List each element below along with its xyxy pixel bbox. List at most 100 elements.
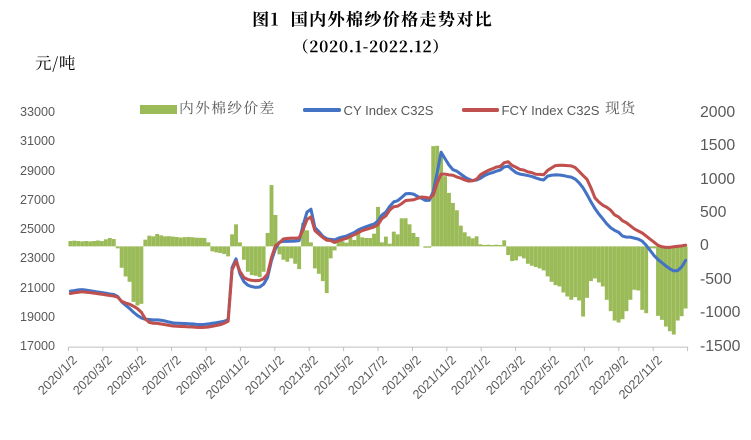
right-axis-tick-label: -1000	[700, 304, 741, 322]
bar	[372, 233, 376, 247]
bar	[604, 246, 609, 300]
bar	[68, 241, 73, 247]
bar	[96, 240, 100, 247]
bar	[537, 246, 542, 269]
bar	[123, 246, 128, 277]
bar	[380, 242, 384, 247]
bar	[514, 246, 518, 261]
bar	[316, 246, 321, 274]
bar	[683, 246, 688, 309]
bar	[427, 246, 432, 248]
bar	[210, 246, 215, 252]
bar	[336, 241, 341, 247]
bar	[360, 237, 365, 247]
bar	[269, 185, 274, 247]
bar	[581, 246, 586, 317]
bar	[202, 237, 207, 247]
legend-label-fcy-cjk	[604, 100, 634, 115]
right-axis-tick-label: -500	[700, 270, 732, 288]
bar	[439, 154, 444, 247]
bar	[585, 246, 589, 298]
bar	[656, 246, 660, 316]
bar	[502, 240, 507, 247]
bar	[332, 246, 337, 251]
bar	[435, 145, 440, 247]
bar	[155, 233, 160, 247]
bar	[569, 246, 574, 300]
bar	[454, 210, 459, 247]
bar	[529, 246, 534, 266]
bar	[206, 242, 211, 247]
bar	[305, 230, 309, 247]
bar	[88, 241, 93, 247]
bar	[245, 246, 250, 272]
bar	[395, 234, 400, 247]
legend-swatch-fcy	[461, 108, 499, 112]
bar	[518, 246, 522, 257]
bar	[478, 244, 483, 247]
bar	[466, 236, 471, 247]
bar	[525, 246, 530, 264]
bar	[679, 246, 684, 317]
bar	[253, 246, 258, 276]
legend-label-cy: CY Index C32S	[343, 102, 434, 118]
left-axis-tick-label: 27000	[19, 192, 55, 207]
bar	[376, 206, 380, 247]
legend-swatch-cy	[303, 108, 341, 112]
line-series-fcy	[68, 160, 688, 329]
right-axis-tick-label: 500	[700, 203, 727, 221]
x-axis	[67, 346, 689, 352]
bar	[553, 246, 558, 286]
bar	[115, 246, 120, 249]
bar	[577, 246, 582, 301]
bar	[498, 245, 503, 247]
bar	[648, 246, 653, 249]
bar	[261, 246, 266, 272]
bar	[190, 237, 195, 247]
bar	[352, 240, 357, 247]
bar	[364, 238, 369, 247]
bar	[289, 246, 294, 259]
bar	[348, 236, 353, 247]
left-axis-tick-label: 17000	[19, 339, 55, 354]
bar	[486, 244, 491, 247]
bar	[447, 192, 451, 247]
bar	[663, 246, 668, 327]
bar	[545, 246, 550, 277]
bar	[391, 231, 396, 247]
bar	[84, 241, 89, 247]
bar	[474, 236, 479, 247]
bar-series-spread	[68, 145, 688, 335]
bar	[628, 246, 633, 300]
plot-area	[67, 145, 689, 352]
bar	[443, 176, 447, 247]
bar	[198, 237, 203, 247]
right-axis-tick-label: -1500	[700, 337, 741, 355]
bar	[660, 246, 664, 320]
bar	[494, 244, 499, 247]
bar	[174, 237, 179, 247]
left-axis-tick-label: 31000	[19, 134, 55, 149]
bar	[186, 237, 191, 247]
bar	[608, 246, 613, 312]
bar	[238, 242, 242, 247]
bar	[320, 246, 325, 282]
bar	[163, 236, 167, 247]
bar	[506, 246, 511, 256]
bar	[600, 246, 605, 287]
chart-subtitle	[303, 38, 438, 54]
bar	[293, 246, 298, 264]
bar	[620, 246, 625, 320]
bar	[72, 240, 77, 247]
bar	[616, 246, 621, 323]
bar	[127, 246, 132, 282]
bar	[111, 239, 116, 247]
bar	[344, 242, 349, 247]
bar	[411, 232, 416, 247]
bar	[667, 246, 672, 332]
bar	[147, 235, 152, 247]
chart-title	[253, 10, 492, 28]
bar	[533, 246, 538, 268]
bar	[234, 224, 238, 247]
